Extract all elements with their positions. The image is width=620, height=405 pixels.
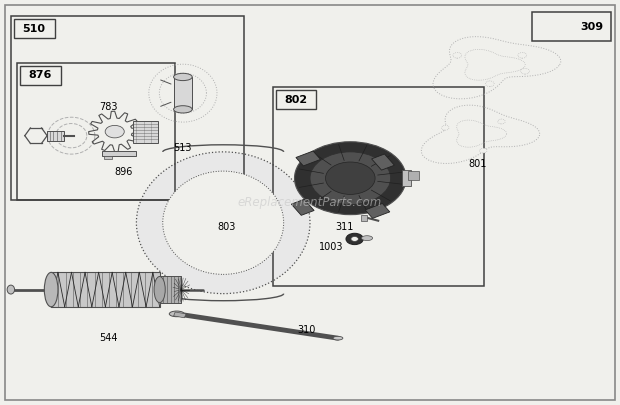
Ellipse shape	[333, 336, 343, 340]
Bar	[408, 171, 419, 180]
Bar	[104, 156, 112, 159]
Bar	[532, 12, 611, 41]
Circle shape	[485, 81, 494, 87]
Ellipse shape	[45, 273, 58, 307]
Bar	[371, 154, 394, 170]
Bar	[273, 87, 484, 286]
Text: 311: 311	[335, 222, 353, 232]
Circle shape	[498, 119, 505, 124]
Bar	[51, 273, 160, 307]
Bar	[174, 312, 186, 318]
Text: 513: 513	[174, 143, 192, 153]
FancyArrowPatch shape	[161, 102, 171, 106]
Text: 1003: 1003	[319, 242, 344, 252]
Text: 801: 801	[468, 159, 487, 169]
Text: 896: 896	[115, 167, 133, 177]
Text: 310: 310	[298, 325, 316, 335]
Bar	[133, 121, 158, 143]
Ellipse shape	[162, 171, 283, 275]
Text: 510: 510	[22, 24, 46, 34]
Bar	[276, 90, 316, 109]
Bar	[291, 199, 314, 215]
Bar	[47, 131, 64, 141]
Circle shape	[441, 125, 449, 130]
Bar	[361, 215, 367, 221]
Text: 544: 544	[99, 333, 118, 343]
Text: 876: 876	[29, 70, 52, 80]
Bar	[14, 19, 55, 38]
Circle shape	[351, 237, 358, 241]
Circle shape	[310, 152, 391, 205]
Ellipse shape	[361, 236, 373, 241]
Ellipse shape	[169, 311, 184, 317]
Text: 803: 803	[217, 222, 236, 232]
Ellipse shape	[154, 277, 165, 303]
Circle shape	[453, 53, 462, 58]
Circle shape	[105, 126, 124, 138]
Ellipse shape	[174, 106, 192, 113]
Bar	[402, 170, 411, 186]
Bar	[365, 203, 390, 218]
Circle shape	[294, 142, 406, 215]
Circle shape	[521, 68, 529, 74]
Ellipse shape	[174, 73, 192, 81]
Circle shape	[518, 53, 526, 58]
Circle shape	[326, 162, 375, 194]
Circle shape	[346, 233, 363, 245]
Text: 802: 802	[284, 95, 308, 104]
Text: 309: 309	[581, 22, 604, 32]
Text: 783: 783	[99, 102, 118, 112]
Text: eReplacementParts.com: eReplacementParts.com	[238, 196, 382, 209]
Ellipse shape	[136, 152, 310, 294]
Ellipse shape	[7, 285, 15, 294]
Bar	[160, 277, 181, 303]
Bar	[17, 63, 175, 200]
Circle shape	[480, 148, 487, 153]
Bar	[174, 77, 192, 109]
Bar	[20, 66, 61, 85]
Bar	[102, 151, 136, 156]
Bar	[11, 16, 244, 200]
Bar	[296, 151, 321, 166]
FancyArrowPatch shape	[161, 80, 171, 84]
